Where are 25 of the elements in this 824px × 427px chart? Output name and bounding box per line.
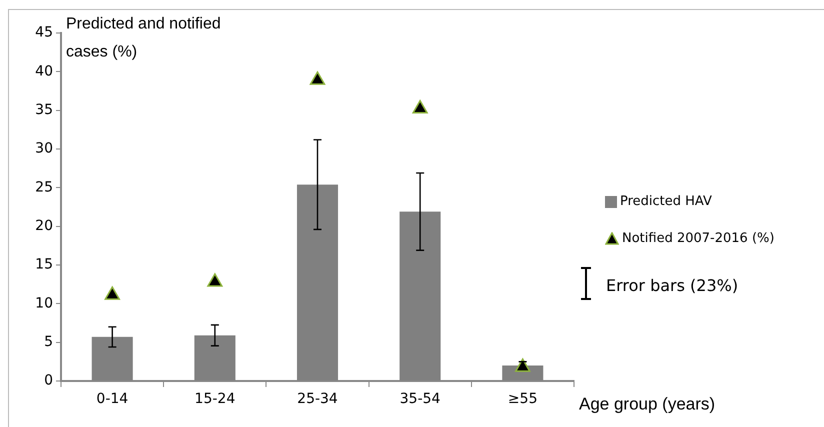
legend-label: Predicted HAV [620, 194, 712, 209]
point [412, 100, 428, 114]
y-tick-label: 15 [35, 256, 53, 273]
y-tick-label: 0 [44, 372, 53, 389]
y-tick-label: 10 [35, 295, 53, 312]
x-tick-label: 35-54 [400, 391, 441, 408]
legend-label: Notified 2007-2016 (%) [622, 231, 774, 246]
y-tick-label: 25 [35, 179, 53, 196]
y-axis-title: Predicted and notified cases (%) [66, 15, 221, 60]
y-tick-label: 35 [35, 102, 53, 118]
x-tick-label: 0-14 [96, 391, 128, 408]
y-tick-label: 20 [35, 218, 53, 234]
point [515, 358, 530, 372]
x-axis-title: Age group (years) [579, 394, 716, 414]
x-tick-label: ≥55 [508, 391, 538, 408]
y-tick-label: 30 [35, 140, 53, 157]
x-tick-label: 25-34 [297, 391, 338, 408]
point [310, 71, 326, 85]
x-tick-label: 15-24 [194, 391, 236, 408]
y-tick-label: 5 [44, 334, 53, 350]
point [207, 273, 223, 287]
y-tick-label: 40 [35, 63, 53, 80]
y-tick-label: 45 [35, 24, 53, 41]
point [104, 286, 120, 300]
text: Error bars (23%) [606, 276, 738, 295]
